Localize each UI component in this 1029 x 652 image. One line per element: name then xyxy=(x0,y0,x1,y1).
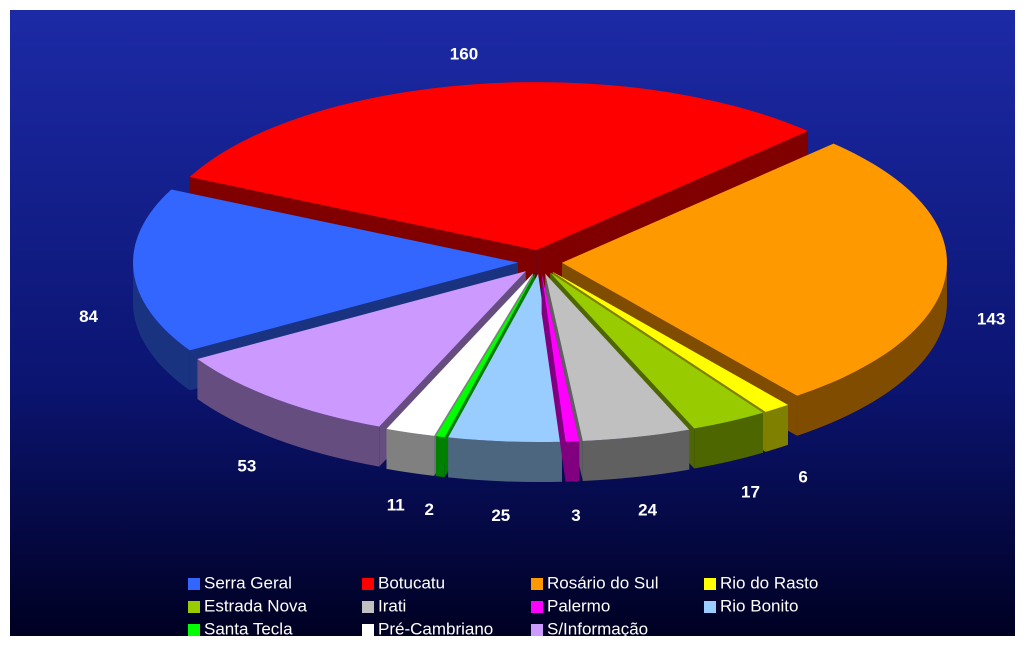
value-label: 53 xyxy=(237,456,256,475)
slice-wall xyxy=(448,437,562,483)
slice-top xyxy=(561,143,947,396)
slice-top xyxy=(435,273,535,438)
value-label: 17 xyxy=(741,482,760,501)
slice-wall xyxy=(435,436,445,478)
value-label: 143 xyxy=(977,310,1005,329)
legend-swatch xyxy=(188,624,200,636)
slice-top xyxy=(189,82,808,251)
legend-label: Pré-Cambriano xyxy=(378,619,493,638)
legend-swatch xyxy=(188,578,200,590)
slice-top xyxy=(448,274,562,443)
slice-top xyxy=(545,273,690,441)
value-label: 6 xyxy=(798,467,807,486)
legend-label: Rio do Rasto xyxy=(720,573,818,592)
slice-wall xyxy=(197,358,380,467)
legend-swatch xyxy=(704,578,716,590)
slice-wall xyxy=(765,404,788,452)
value-label: 160 xyxy=(450,44,478,63)
legend-swatch xyxy=(531,578,543,590)
legend-swatch xyxy=(188,601,200,613)
legend-label: S/Informação xyxy=(547,619,648,638)
slice-top xyxy=(197,271,526,427)
legend-label: Irati xyxy=(378,596,406,615)
legend-swatch xyxy=(362,578,374,590)
legend-label: Botucatu xyxy=(378,573,445,592)
value-label: 3 xyxy=(571,506,580,525)
value-label: 2 xyxy=(425,500,434,519)
slice-wall xyxy=(133,262,190,391)
value-label: 25 xyxy=(491,506,510,525)
slice-top xyxy=(386,273,533,436)
slice-wall xyxy=(582,429,690,481)
slice-wall xyxy=(386,428,435,476)
legend-swatch xyxy=(362,601,374,613)
legend-label: Estrada Nova xyxy=(204,596,308,615)
slice-top xyxy=(541,274,580,442)
legend-label: Rosário do Sul xyxy=(547,573,659,592)
legend-label: Santa Tecla xyxy=(204,619,293,638)
legend-label: Rio Bonito xyxy=(720,596,798,615)
slice-top xyxy=(552,271,788,412)
legend-label: Serra Geral xyxy=(204,573,292,592)
legend-swatch xyxy=(531,624,543,636)
slice-top xyxy=(550,272,763,429)
legend-swatch xyxy=(704,601,716,613)
slice-wall xyxy=(565,441,580,482)
legend-swatch xyxy=(362,624,374,636)
slice xyxy=(541,274,580,482)
legend-swatch xyxy=(531,601,543,613)
slice-side xyxy=(541,274,566,482)
legend-label: Palermo xyxy=(547,596,610,615)
slice xyxy=(448,274,562,483)
value-label: 84 xyxy=(79,307,98,326)
value-label: 11 xyxy=(387,496,405,515)
value-label: 24 xyxy=(638,501,657,520)
slice-top xyxy=(133,189,519,351)
slice-wall xyxy=(797,262,947,436)
slice-wall xyxy=(694,412,763,469)
